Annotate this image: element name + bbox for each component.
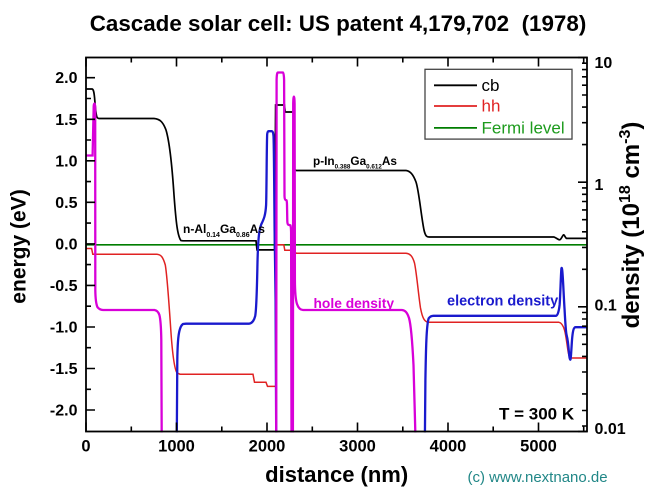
svg-text:0.01: 0.01 — [595, 421, 626, 438]
svg-text:T = 300 K: T = 300 K — [499, 405, 575, 424]
svg-text:10: 10 — [595, 55, 613, 72]
svg-text:1.0: 1.0 — [55, 153, 77, 170]
svg-text:hole density: hole density — [314, 296, 395, 311]
svg-text:density (1018 cm-3): density (1018 cm-3) — [617, 122, 645, 329]
svg-text:3000: 3000 — [339, 438, 376, 456]
svg-text:0.5: 0.5 — [55, 195, 77, 212]
svg-text:0.0: 0.0 — [55, 236, 77, 253]
svg-text:-2.0: -2.0 — [50, 403, 78, 420]
svg-text:1.5: 1.5 — [55, 112, 77, 129]
svg-text:1: 1 — [595, 177, 604, 194]
svg-text:(c) www.nextnano.de: (c) www.nextnano.de — [468, 469, 608, 486]
svg-text:2000: 2000 — [249, 438, 286, 456]
svg-text:0.1: 0.1 — [595, 298, 617, 315]
svg-text:5000: 5000 — [520, 438, 557, 456]
svg-text:4000: 4000 — [430, 438, 467, 456]
svg-text:cb: cb — [482, 76, 500, 95]
svg-text:-0.5: -0.5 — [50, 278, 78, 295]
svg-text:-1.5: -1.5 — [50, 361, 78, 378]
svg-text:hh: hh — [482, 97, 501, 116]
svg-text:energy (eV): energy (eV) — [8, 189, 31, 303]
svg-text:1000: 1000 — [158, 438, 195, 456]
svg-text:Fermi level: Fermi level — [482, 119, 565, 138]
svg-text:distance (nm): distance (nm) — [265, 462, 408, 487]
svg-text:electron density: electron density — [447, 294, 558, 310]
svg-text:-1.0: -1.0 — [50, 320, 78, 337]
svg-text:0: 0 — [81, 438, 90, 456]
svg-text:Cascade solar cell: US patent: Cascade solar cell: US patent 4,179,702 … — [90, 11, 587, 36]
svg-text:2.0: 2.0 — [55, 70, 77, 87]
